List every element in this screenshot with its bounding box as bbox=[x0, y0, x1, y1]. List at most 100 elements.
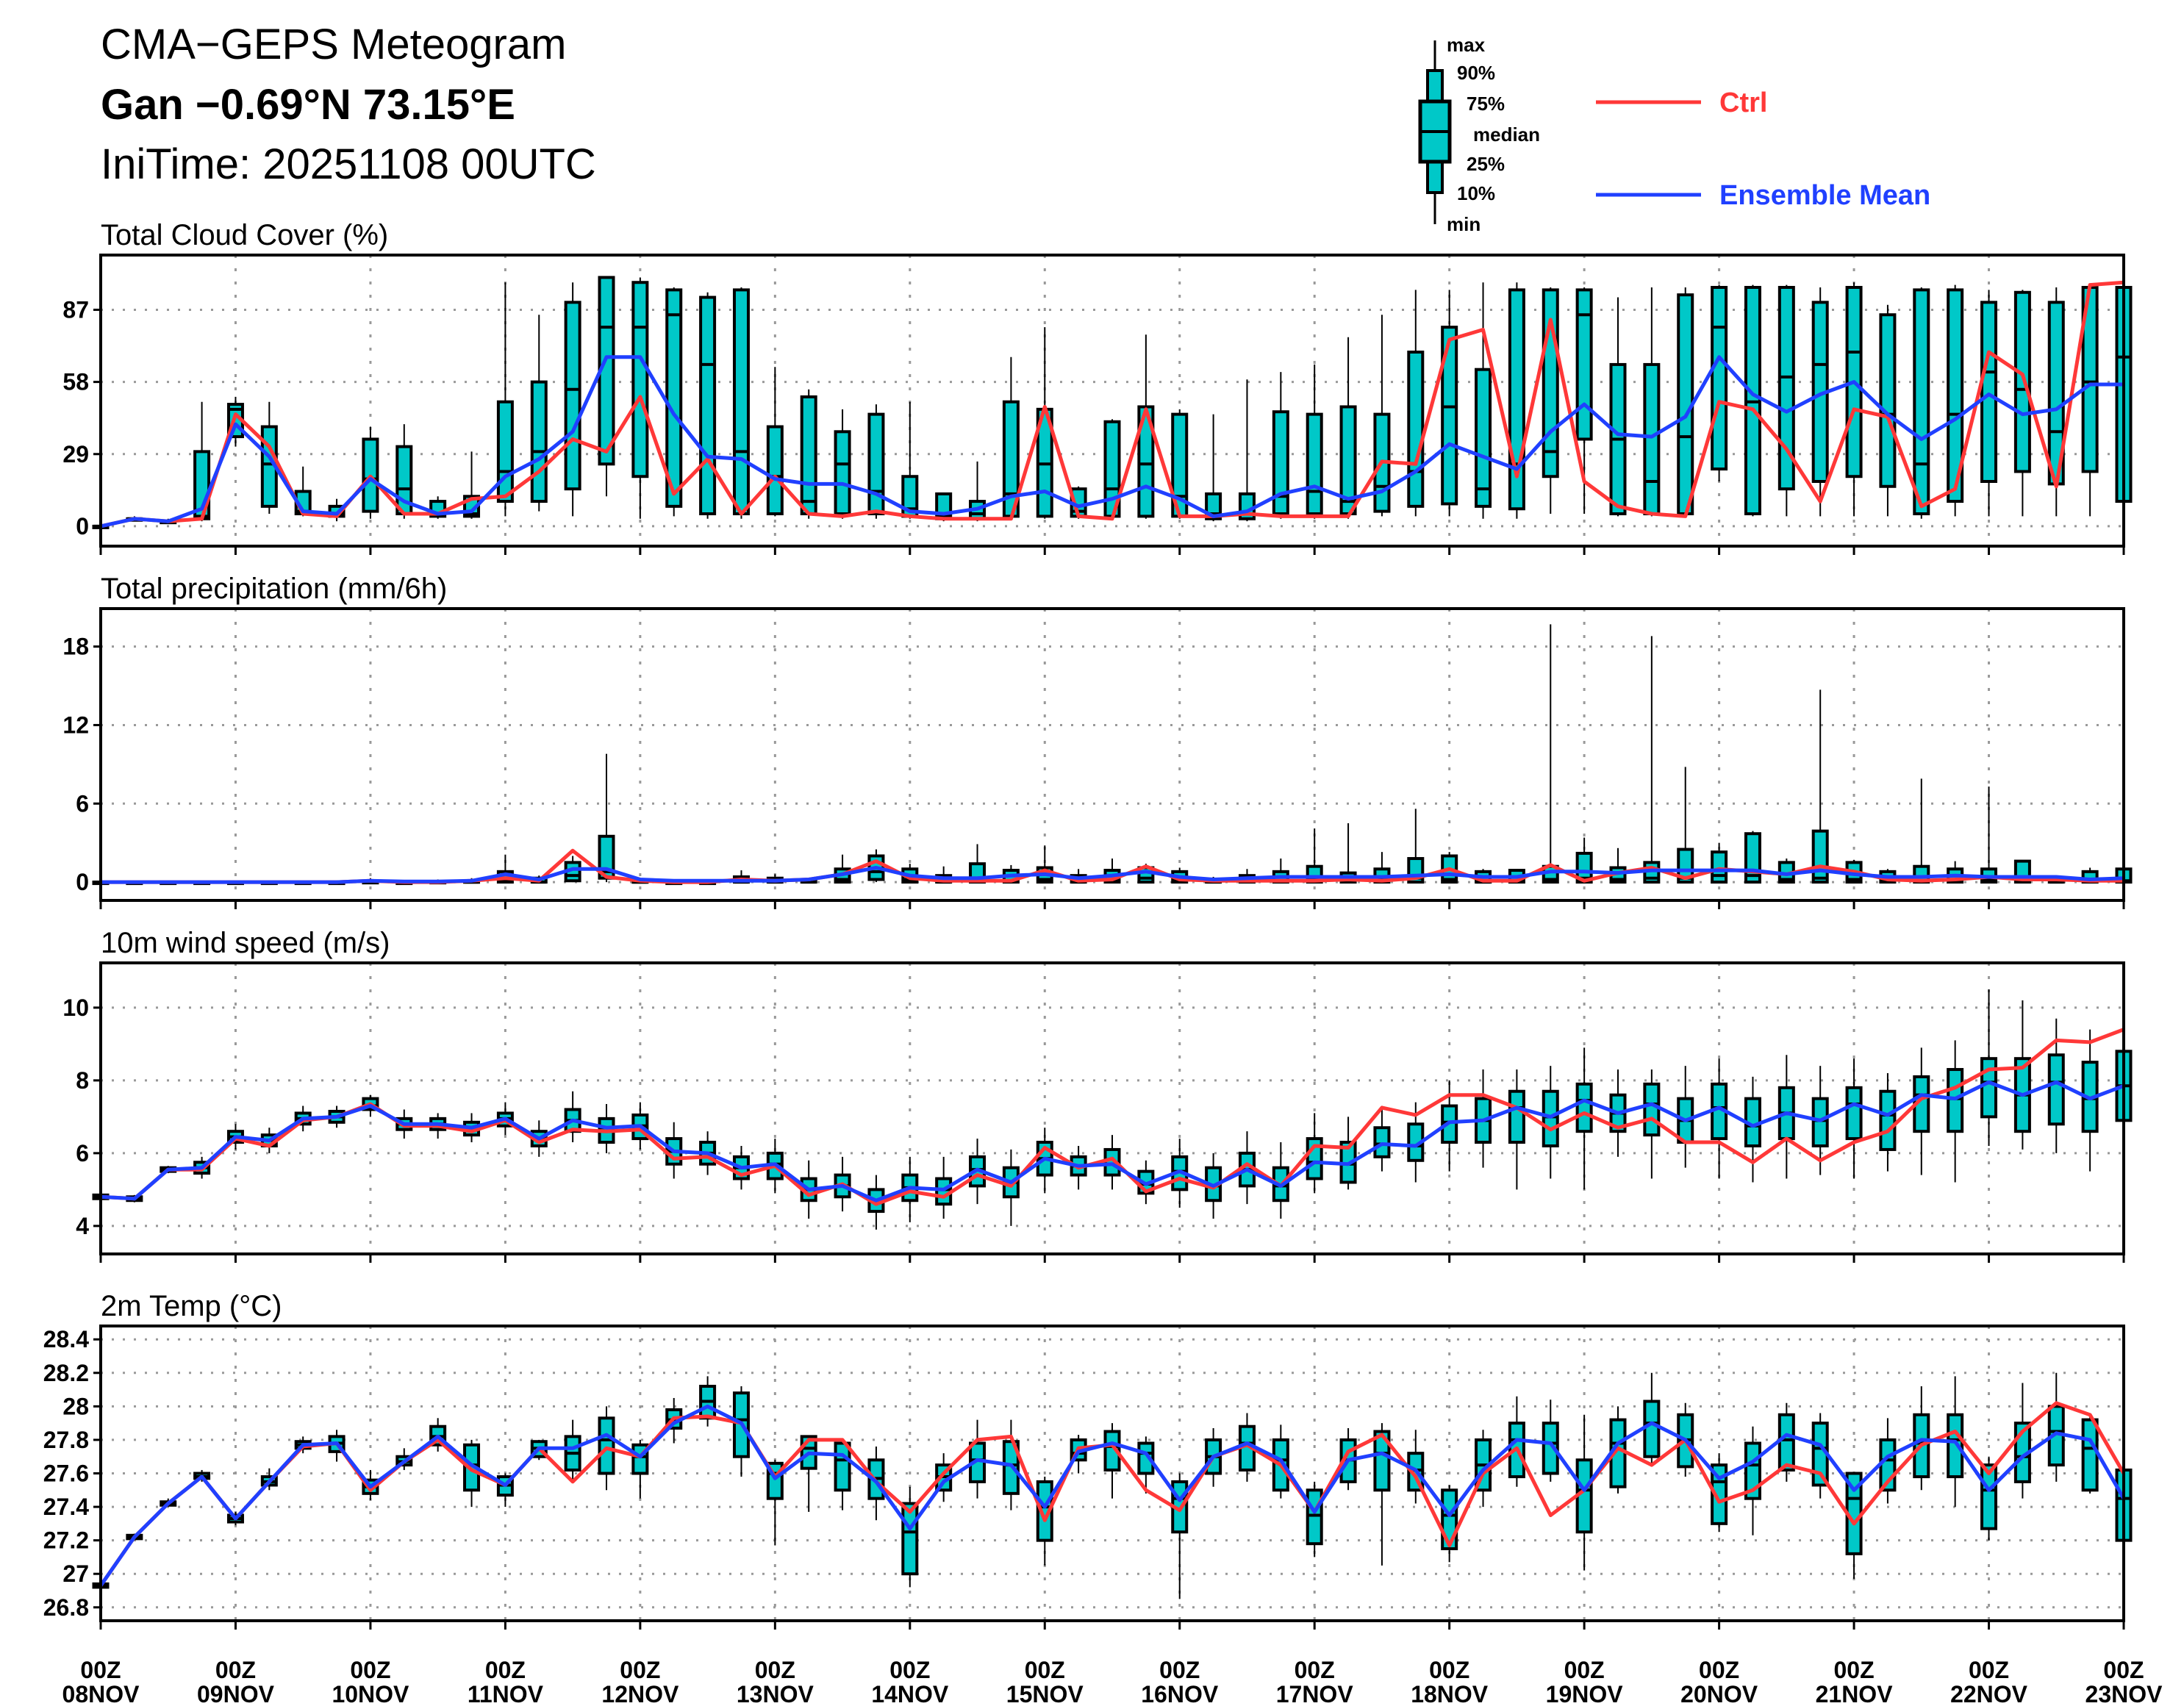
box-plot bbox=[1575, 1047, 1593, 1190]
box-iqr bbox=[1711, 286, 1728, 471]
box-plot bbox=[800, 389, 817, 519]
box-plot bbox=[2081, 1029, 2099, 1172]
x-date-label: 10NOV bbox=[332, 1681, 409, 1706]
box-iqr bbox=[496, 400, 514, 503]
box-plot bbox=[1508, 282, 1525, 519]
box-plot bbox=[598, 276, 615, 497]
y-tick-label: 58 bbox=[62, 369, 89, 395]
box-plot bbox=[1441, 1485, 1458, 1563]
box-plot bbox=[1811, 1413, 1829, 1499]
box-plot bbox=[1777, 859, 1795, 884]
x-time-label: 00Z bbox=[1159, 1657, 1200, 1683]
x-date-label: 23NOV bbox=[2085, 1681, 2163, 1706]
box-plot bbox=[1306, 828, 1323, 884]
y-tick-label: 8 bbox=[76, 1067, 89, 1094]
y-tick-label: 27.4 bbox=[43, 1494, 89, 1520]
box-iqr bbox=[1643, 1399, 1661, 1458]
x-time-label: 00Z bbox=[1969, 1657, 2009, 1683]
box-iqr bbox=[1306, 412, 1323, 515]
plot-frame bbox=[99, 1325, 2125, 1622]
box-iqr bbox=[1980, 1463, 1998, 1530]
y-tick-label: 27.2 bbox=[43, 1527, 89, 1554]
box-iqr bbox=[1777, 1413, 1795, 1472]
box-plot bbox=[1373, 1423, 1391, 1566]
box-iqr bbox=[1508, 1089, 1525, 1144]
box-plot bbox=[1306, 364, 1323, 519]
box-plot bbox=[1980, 786, 1998, 884]
legend-p10: 10% bbox=[1457, 182, 1495, 204]
box-plot bbox=[1339, 337, 1357, 519]
legend-min: min bbox=[1447, 213, 1481, 235]
box-iqr bbox=[834, 430, 851, 515]
legend-p25: 25% bbox=[1467, 153, 1505, 175]
x-date-label: 17NOV bbox=[1276, 1681, 1354, 1706]
box-plot bbox=[631, 277, 649, 519]
box-iqr bbox=[1407, 351, 1425, 508]
wind-speed-panel: 10m wind speed (m/s) 4 6 8 10 bbox=[62, 927, 2133, 1263]
box-plot bbox=[1947, 1040, 1964, 1183]
box-iqr bbox=[1643, 362, 1661, 515]
x-time-label: 00Z bbox=[1025, 1657, 1065, 1683]
x-time-label: 00Z bbox=[215, 1657, 256, 1683]
chart-title: CMA−GEPS Meteogram bbox=[101, 21, 566, 68]
x-date-label: 21NOV bbox=[1816, 1681, 1894, 1706]
box-plot bbox=[969, 461, 987, 522]
box-plot bbox=[1744, 1426, 1761, 1535]
box-plot bbox=[1744, 1076, 1761, 1183]
box-plot bbox=[1272, 372, 1289, 519]
ensemble-mean-line bbox=[99, 1404, 2126, 1587]
box-iqr bbox=[1711, 1463, 1728, 1525]
box-plot bbox=[1913, 778, 1930, 884]
box-plot bbox=[1777, 284, 1795, 517]
box-plot bbox=[1373, 315, 1391, 517]
x-date-label: 18NOV bbox=[1411, 1681, 1489, 1706]
box-iqr bbox=[1306, 1488, 1323, 1546]
temperature-title: 2m Temp (°C) bbox=[101, 1290, 282, 1322]
location-label: Gan −0.69°N 73.15°E bbox=[101, 81, 515, 129]
x-date-label: 15NOV bbox=[1006, 1681, 1084, 1706]
box-plot bbox=[1677, 767, 1694, 884]
plot-frame bbox=[99, 961, 2125, 1255]
box-iqr bbox=[1947, 288, 1964, 503]
x-date-label: 11NOV bbox=[468, 1681, 544, 1706]
box-iqr bbox=[732, 288, 750, 515]
box-plot bbox=[1441, 290, 1458, 517]
y-tick-label: 6 bbox=[76, 1140, 89, 1166]
box-plot bbox=[834, 1439, 851, 1510]
box-iqr bbox=[1272, 410, 1289, 515]
box-iqr bbox=[1036, 1480, 1053, 1542]
box-iqr bbox=[1441, 1488, 1458, 1551]
x-time-label: 00Z bbox=[1295, 1657, 1335, 1683]
box-iqr bbox=[1811, 1097, 1829, 1147]
ensemble-mean-line bbox=[101, 866, 2124, 884]
box-plot bbox=[1677, 287, 1694, 517]
precipitation-panel: Total precipitation (mm/6h) 0 6 12 18 bbox=[62, 573, 2133, 909]
box-plot bbox=[1643, 287, 1661, 517]
box-iqr bbox=[699, 295, 717, 515]
y-tick-label: 87 bbox=[62, 296, 89, 323]
box-plot bbox=[1811, 1066, 1829, 1175]
box-iqr bbox=[800, 395, 817, 516]
box-iqr bbox=[1947, 1068, 1964, 1133]
y-tick-label: 29 bbox=[62, 441, 89, 467]
y-tick-label: 0 bbox=[76, 513, 89, 540]
x-time-label: 00Z bbox=[620, 1657, 660, 1683]
box-iqr bbox=[631, 281, 649, 479]
legend-median: median bbox=[1473, 123, 1540, 146]
init-time-label: IniTime: 20251108 00UTC bbox=[101, 140, 596, 188]
x-axis: 00Z08NOV00Z09NOV00Z10NOV00Z11NOV00Z12NOV… bbox=[62, 1657, 2163, 1706]
box-plot bbox=[1171, 409, 1189, 519]
box-iqr bbox=[1441, 326, 1458, 506]
box-plot bbox=[564, 1419, 581, 1482]
box-plot bbox=[867, 849, 885, 883]
y-tick-label: 12 bbox=[62, 712, 89, 738]
box-iqr bbox=[2047, 1053, 2065, 1126]
box-plot bbox=[564, 1091, 581, 1143]
y-tick-label: 27 bbox=[62, 1560, 89, 1587]
box-plot bbox=[598, 753, 615, 883]
box-plot bbox=[1811, 689, 1829, 884]
x-date-label: 09NOV bbox=[197, 1681, 275, 1706]
box-plot bbox=[2013, 1000, 2031, 1150]
box-iqr bbox=[867, 412, 885, 515]
